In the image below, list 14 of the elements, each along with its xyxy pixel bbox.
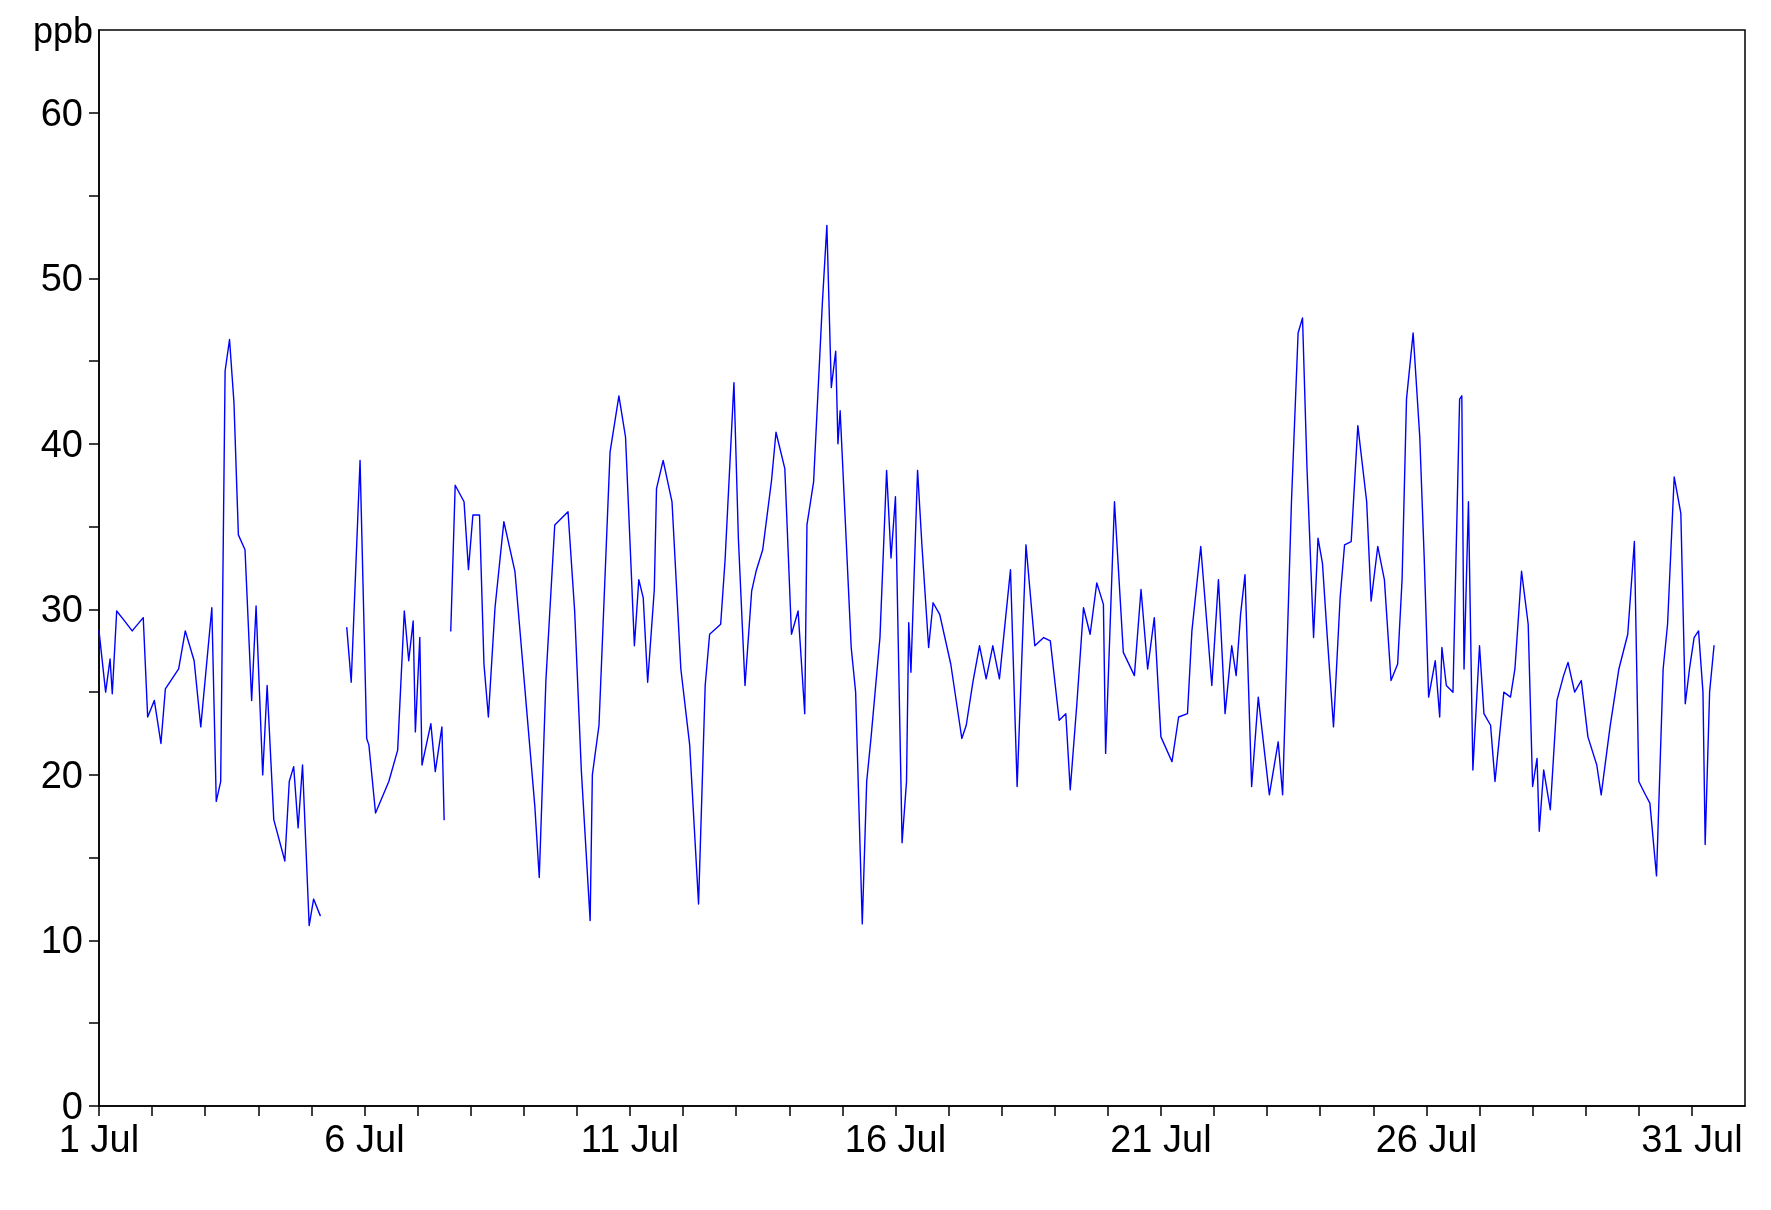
x-tick-label: 6 Jul xyxy=(324,1118,405,1160)
y-axis-title: ppb xyxy=(32,9,93,51)
x-tick-label: 1 Jul xyxy=(58,1118,140,1160)
x-tick-label: 26 Jul xyxy=(1375,1118,1478,1160)
x-tick-label: 11 Jul xyxy=(580,1118,680,1160)
y-tick-label: 50 xyxy=(40,257,83,300)
x-tick-label: 31 Jul xyxy=(1641,1118,1743,1160)
x-tick-label: 16 Jul xyxy=(844,1118,947,1160)
y-tick-label: 60 xyxy=(40,91,83,134)
y-tick-label: 30 xyxy=(40,588,83,631)
y-tick-label: 40 xyxy=(40,422,83,465)
y-tick-label: 10 xyxy=(40,919,83,962)
x-tick-label: 21 Jul xyxy=(1110,1118,1212,1160)
y-tick-label: 20 xyxy=(40,753,83,796)
